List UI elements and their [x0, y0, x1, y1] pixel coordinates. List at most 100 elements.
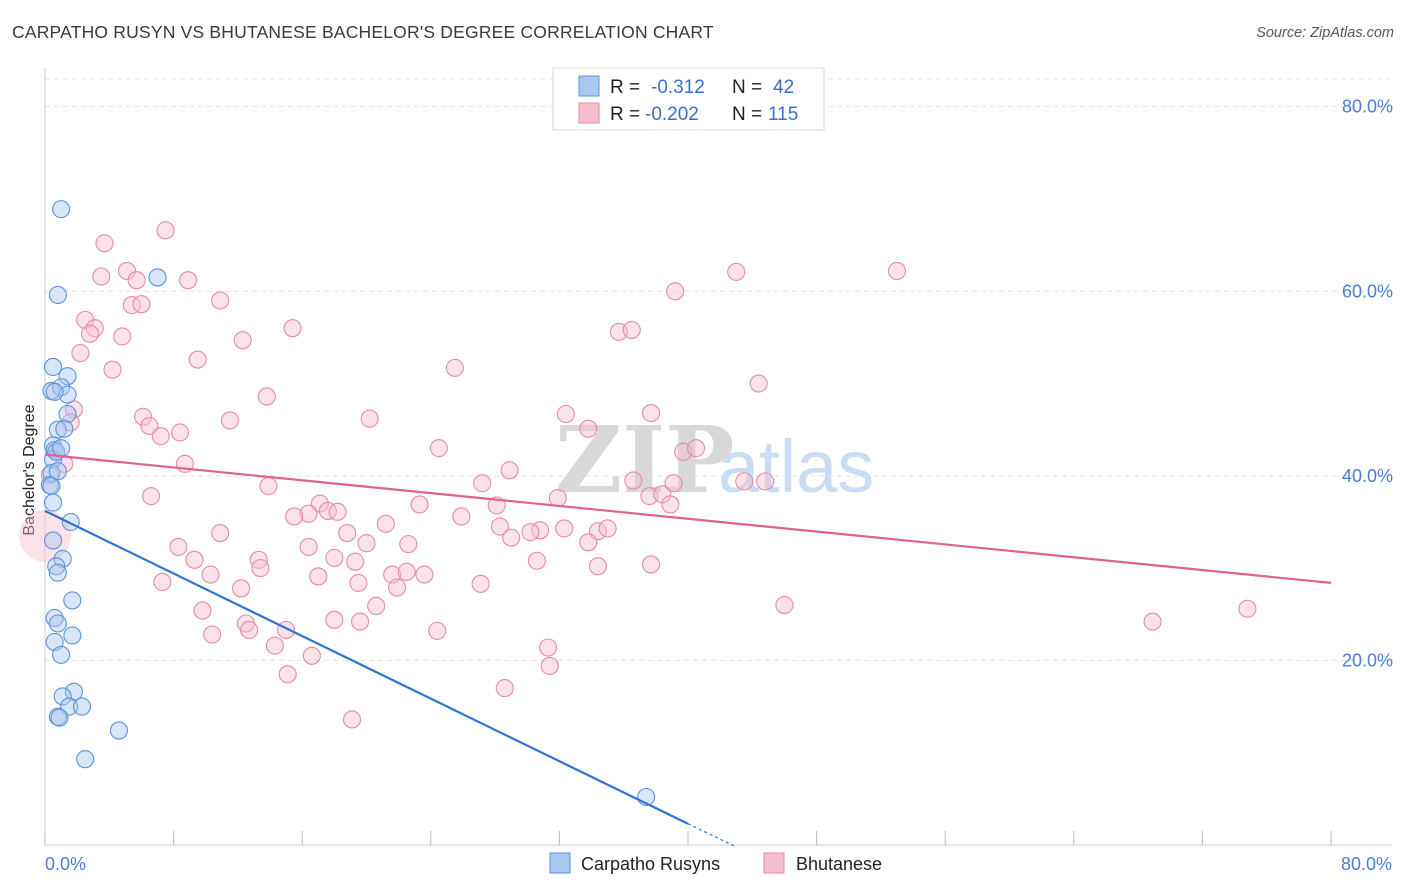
data-point — [686, 439, 706, 458]
data-point — [349, 573, 368, 592]
data-point — [661, 495, 680, 514]
data-point — [598, 519, 617, 538]
data-point — [43, 357, 63, 376]
data-point — [399, 535, 418, 554]
data-point — [71, 344, 90, 363]
y-tick-label: 40.0% — [1342, 466, 1393, 486]
data-point — [52, 378, 71, 397]
data-point — [342, 710, 362, 729]
data-point — [283, 319, 302, 338]
data-point — [278, 665, 297, 684]
data-point — [19, 509, 71, 562]
x-tick-label-max: 80.0% — [1341, 854, 1392, 874]
data-point — [55, 419, 74, 438]
data-point — [299, 537, 318, 556]
legend-r-label-1: R = — [610, 77, 640, 98]
data-point — [624, 471, 643, 490]
series-legend-label-pink: Bhutanese — [796, 854, 882, 874]
y-tick-label: 80.0% — [1342, 97, 1393, 117]
data-point — [325, 548, 344, 568]
data-point — [664, 474, 683, 493]
data-point — [188, 350, 207, 369]
data-point — [579, 419, 598, 438]
data-point — [109, 721, 128, 740]
data-point — [588, 557, 608, 576]
data-point — [211, 291, 230, 310]
data-point — [193, 601, 212, 620]
data-point — [40, 476, 59, 495]
data-point — [887, 261, 907, 281]
data-point — [376, 514, 395, 533]
data-point — [220, 411, 239, 430]
data-point — [52, 439, 71, 458]
data-point — [756, 472, 775, 491]
data-point — [527, 551, 546, 570]
data-point — [445, 358, 464, 377]
data-point — [360, 409, 379, 428]
legend-n-label-2: N = — [732, 104, 762, 125]
data-point — [232, 579, 251, 598]
data-point — [53, 687, 72, 706]
chart-title: CARPATHO RUSYN VS BHUTANESE BACHELOR'S D… — [12, 22, 714, 42]
data-point — [127, 271, 146, 290]
data-point — [473, 474, 492, 493]
data-point — [410, 495, 429, 514]
data-point — [47, 557, 66, 576]
data-point — [72, 697, 92, 716]
data-point — [132, 295, 151, 314]
data-point — [80, 324, 100, 343]
data-point — [641, 555, 661, 574]
data-point — [641, 404, 661, 423]
data-point — [521, 523, 540, 542]
data-point — [43, 531, 63, 550]
series-legend-swatch-pink — [763, 852, 785, 874]
data-point — [58, 367, 77, 386]
series-legend: Carpatho Rusyns Bhutanese — [549, 852, 882, 874]
watermark-atlas: atlas — [718, 425, 874, 508]
data-point — [48, 707, 67, 726]
correlation-legend: R = -0.312 N = 42 R = -0.202 N = 115 — [552, 67, 825, 131]
data-point — [233, 331, 252, 350]
data-point — [153, 572, 172, 592]
data-point — [251, 559, 270, 578]
legend-swatch-pink — [578, 102, 600, 124]
data-point — [45, 382, 64, 401]
data-point — [1143, 612, 1162, 631]
data-point — [495, 679, 514, 698]
data-point — [48, 563, 67, 582]
legend-n-value-1: 42 — [773, 77, 794, 98]
data-point — [170, 423, 190, 442]
data-point — [556, 404, 575, 424]
data-point — [471, 574, 490, 593]
data-point — [302, 646, 321, 665]
data-point — [151, 427, 170, 446]
data-point — [429, 439, 448, 458]
data-point — [211, 524, 230, 543]
data-point — [540, 656, 559, 676]
data-point — [500, 461, 519, 480]
data-point — [265, 636, 284, 655]
data-point — [142, 487, 161, 506]
x-ticks — [44, 831, 1332, 845]
data-point — [48, 285, 67, 305]
data-point — [502, 528, 521, 547]
x-tick-label-min: 0.0% — [45, 854, 86, 874]
data-point — [397, 562, 416, 581]
data-point — [749, 374, 768, 393]
data-point — [415, 565, 434, 584]
data-point — [735, 472, 754, 491]
legend-swatch-blue — [578, 75, 600, 97]
data-point — [579, 533, 598, 552]
legend-n-value-2: 115 — [768, 104, 798, 125]
y-tick-label: 20.0% — [1342, 650, 1393, 670]
data-point — [387, 578, 407, 597]
data-point — [338, 524, 357, 543]
data-point — [76, 750, 95, 769]
data-point — [185, 550, 204, 569]
data-point — [85, 319, 104, 338]
data-point — [169, 537, 188, 556]
data-point — [156, 221, 175, 240]
data-point — [117, 261, 137, 281]
trendlines — [44, 453, 1332, 848]
